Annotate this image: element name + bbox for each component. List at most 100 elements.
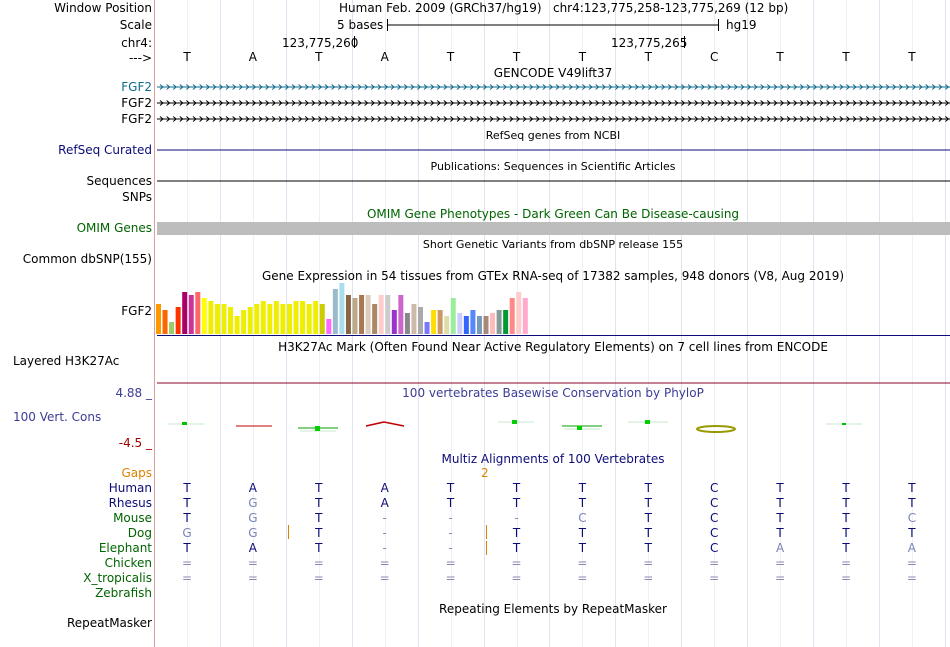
gtex-tissue-bar[interactable]: [352, 298, 358, 334]
position-range[interactable]: chr4:123,775,258-123,775,269 (12 bp): [552, 1, 789, 15]
gtex-tissue-bar[interactable]: [306, 304, 312, 334]
phylop-label[interactable]: 100 Vert. Cons: [13, 410, 102, 424]
gtex-tissue-bar[interactable]: [496, 310, 502, 334]
species-label-zebrafish[interactable]: Zebrafish: [95, 586, 152, 600]
species-label-chicken[interactable]: Chicken: [104, 556, 152, 570]
gtex-tissue-bar[interactable]: [398, 295, 404, 334]
gtex-tissue-bar[interactable]: [424, 322, 430, 334]
alignment-base: A: [248, 541, 257, 555]
gtex-tissue-bar[interactable]: [228, 307, 234, 334]
omim-title[interactable]: OMIM Gene Phenotypes - Dark Green Can Be…: [366, 207, 740, 221]
gtex-tissue-bar[interactable]: [463, 316, 469, 334]
species-label-dog[interactable]: Dog: [127, 526, 152, 540]
gaps-label[interactable]: Gaps: [121, 466, 152, 480]
h3k27ac-title[interactable]: H3K27Ac Mark (Often Found Near Active Re…: [278, 340, 828, 354]
omim-label[interactable]: OMIM Genes: [76, 221, 152, 235]
gtex-tissue-bar[interactable]: [169, 322, 175, 334]
gtex-tissue-bar[interactable]: [385, 295, 391, 334]
gencode-transcripts[interactable]: [157, 84, 950, 122]
species-label-human[interactable]: Human: [108, 481, 152, 495]
pubs-label-sequences[interactable]: Sequences: [86, 174, 152, 188]
gtex-tissue-bar[interactable]: [391, 310, 397, 334]
gtex-tissue-bar[interactable]: [241, 310, 247, 334]
gtex-tissue-bar[interactable]: [378, 295, 384, 334]
gtex-tissue-bar[interactable]: [156, 304, 161, 334]
gtex-tissue-bar[interactable]: [450, 298, 456, 334]
gtex-tissue-bar[interactable]: [483, 316, 489, 334]
gtex-bar-chart[interactable]: [156, 283, 528, 334]
rmsk-label[interactable]: RepeatMasker: [66, 616, 152, 630]
alignment-base: C: [709, 526, 719, 540]
species-label-x-tropicalis[interactable]: X_tropicalis: [83, 571, 152, 585]
alignment-base: T: [183, 481, 191, 495]
gtex-tissue-bar[interactable]: [372, 304, 378, 334]
gtex-tissue-bar[interactable]: [260, 301, 266, 334]
dbsnp-label[interactable]: Common dbSNP(155): [22, 252, 152, 266]
gtex-tissue-bar[interactable]: [516, 292, 522, 334]
phylop-plot[interactable]: [168, 420, 862, 433]
gencode-label-1[interactable]: FGF2: [121, 80, 152, 94]
gtex-tissue-bar[interactable]: [476, 316, 482, 334]
gtex-tissue-bar[interactable]: [411, 304, 417, 334]
gtex-tissue-bar[interactable]: [365, 295, 371, 334]
gtex-tissue-bar[interactable]: [404, 313, 410, 334]
gtex-tissue-bar[interactable]: [280, 304, 286, 334]
refseq-label[interactable]: RefSeq Curated: [58, 143, 152, 157]
gtex-tissue-bar[interactable]: [490, 313, 496, 334]
gtex-tissue-bar[interactable]: [522, 298, 528, 334]
gtex-tissue-bar[interactable]: [287, 304, 292, 334]
gtex-tissue-bar[interactable]: [182, 292, 188, 334]
gtex-tissue-bar[interactable]: [162, 310, 168, 334]
gtex-tissue-bar[interactable]: [319, 304, 325, 334]
refseq-title[interactable]: RefSeq genes from NCBI: [485, 129, 621, 142]
gtex-tissue-bar[interactable]: [214, 304, 220, 334]
dbsnp-title[interactable]: Short Genetic Variants from dbSNP releas…: [422, 238, 684, 251]
gtex-tissue-bar[interactable]: [457, 313, 463, 334]
gtex-tissue-bar[interactable]: [201, 298, 207, 334]
gtex-tissue-bar[interactable]: [509, 298, 515, 334]
species-label-elephant[interactable]: Elephant: [98, 541, 152, 555]
multiz-title[interactable]: Multiz Alignments of 100 Vertebrates: [441, 452, 665, 466]
gtex-tissue-bar[interactable]: [175, 307, 181, 334]
rmsk-title[interactable]: Repeating Elements by RepeatMasker: [439, 602, 667, 616]
gencode-label-3[interactable]: FGF2: [121, 112, 152, 126]
gtex-tissue-bar[interactable]: [300, 301, 306, 334]
gtex-tissue-bar[interactable]: [208, 301, 214, 334]
gtex-tissue-bar[interactable]: [339, 283, 345, 334]
gtex-tissue-bar[interactable]: [313, 301, 319, 334]
gtex-tissue-bar[interactable]: [293, 301, 299, 334]
species-label-rhesus[interactable]: Rhesus: [108, 496, 152, 510]
phylop-ymax: 4.88 _: [115, 386, 152, 400]
gtex-tissue-bar[interactable]: [470, 310, 476, 334]
gtex-tissue-bar[interactable]: [267, 304, 273, 334]
pubs-label-snps[interactable]: SNPs: [122, 190, 152, 204]
gtex-label[interactable]: FGF2: [121, 304, 152, 318]
gtex-tissue-bar[interactable]: [188, 295, 194, 334]
h3k27ac-label[interactable]: Layered H3K27Ac: [13, 354, 120, 368]
gtex-tissue-bar[interactable]: [359, 295, 365, 334]
gtex-tissue-bar[interactable]: [431, 310, 437, 334]
gtex-tissue-bar[interactable]: [273, 301, 279, 334]
gtex-tissue-bar[interactable]: [221, 304, 227, 334]
gtex-tissue-bar[interactable]: [332, 289, 338, 334]
gtex-tissue-bar[interactable]: [247, 307, 253, 334]
gtex-tissue-bar[interactable]: [326, 319, 332, 334]
gtex-tissue-bar[interactable]: [234, 316, 240, 334]
species-label-mouse[interactable]: Mouse: [113, 511, 152, 525]
alignment-base: -: [382, 526, 387, 540]
alignment-base: =: [840, 571, 852, 585]
gencode-title[interactable]: GENCODE V49lift37: [493, 66, 613, 80]
pubs-title[interactable]: Publications: Sequences in Scientific Ar…: [430, 160, 676, 173]
gtex-tissue-bar[interactable]: [437, 310, 443, 334]
gtex-tissue-bar[interactable]: [195, 292, 201, 334]
alignment-base: T: [644, 481, 652, 495]
gtex-tissue-bar[interactable]: [503, 310, 509, 334]
phylop-title[interactable]: 100 vertebrates Basewise Conservation by…: [402, 386, 704, 400]
gencode-label-2[interactable]: FGF2: [121, 96, 152, 110]
gtex-title[interactable]: Gene Expression in 54 tissues from GTEx …: [261, 269, 845, 283]
omim-bar[interactable]: [157, 222, 950, 235]
gtex-tissue-bar[interactable]: [254, 304, 260, 334]
gtex-tissue-bar[interactable]: [345, 295, 351, 334]
gtex-tissue-bar[interactable]: [418, 307, 423, 334]
gtex-tissue-bar[interactable]: [444, 316, 450, 334]
